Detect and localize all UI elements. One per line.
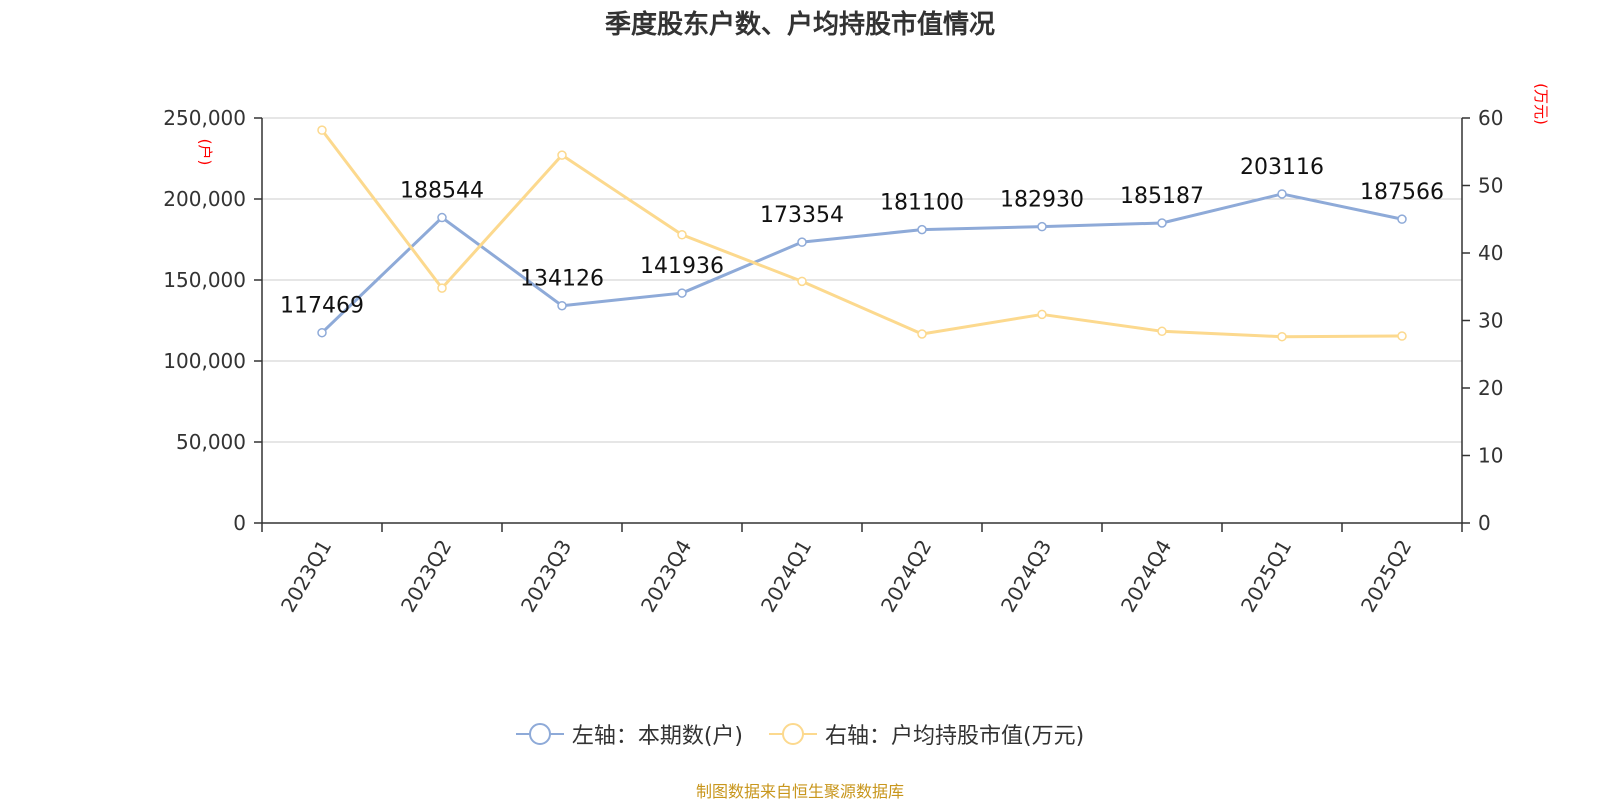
legend: 左轴：本期数(户) 右轴：户均持股市值(万元) [0, 718, 1600, 750]
left-axis-tick-label: 100,000 [163, 349, 246, 373]
x-axis-category-label: 2023Q2 [396, 536, 456, 617]
data-point-left [557, 300, 567, 311]
data-point-left [797, 237, 807, 247]
x-axis-category-label: 2024Q2 [876, 536, 936, 617]
left-axis-tick-label: 50,000 [176, 430, 246, 454]
data-point-left [1277, 189, 1287, 199]
x-axis-category-label: 2025Q1 [1236, 536, 1296, 617]
right-axis-tick-label: 50 [1478, 174, 1503, 198]
data-label: 185187 [1120, 184, 1204, 209]
right-axis-tick-label: 20 [1478, 376, 1503, 400]
data-point-left [437, 212, 447, 223]
data-point-left [1397, 214, 1407, 224]
data-point-right [1397, 331, 1407, 341]
right-axis-tick-label: 40 [1478, 241, 1503, 265]
legend-item-right[interactable]: 右轴：户均持股市值(万元) [769, 718, 1084, 750]
data-point-right [797, 276, 807, 287]
data-point-right [317, 125, 327, 135]
left-axis-tick-label: 250,000 [163, 106, 246, 130]
right-axis-tick-label: 30 [1478, 309, 1503, 333]
left-axis-tick-label: 150,000 [163, 268, 246, 292]
series-line-left [320, 192, 1403, 334]
data-point-right [1157, 326, 1167, 337]
data-point-right [677, 230, 687, 240]
data-point-right [1037, 309, 1047, 320]
data-point-right [557, 150, 567, 160]
chart-title: 季度股东户数、户均持股市值情况 [604, 10, 995, 40]
data-label: 141936 [640, 254, 724, 279]
data-label: 117469 [280, 294, 364, 319]
x-axis-category-label: 2023Q3 [516, 536, 576, 617]
legend-label-left: 左轴：本期数(户) [571, 724, 743, 749]
x-axis-category-label: 2024Q1 [756, 536, 816, 617]
legend-marker-left [515, 723, 564, 745]
data-point-left [1157, 218, 1167, 228]
data-point-left [317, 327, 327, 338]
data-point-right [437, 283, 447, 293]
x-axis-category-label: 2023Q1 [276, 536, 336, 617]
legend-item-left[interactable]: 左轴：本期数(户) [515, 718, 743, 750]
legend-marker-right [769, 723, 817, 745]
data-point-left [677, 288, 687, 298]
left-axis-unit: (户) [196, 139, 214, 166]
left-axis-tick-label: 200,000 [163, 187, 246, 211]
grid-lines [262, 117, 1462, 443]
source-note: 制图数据来自恒生聚源数据库 [695, 782, 904, 801]
data-labels: 117469 188544 134126 141936 173354 181100 1829… [280, 155, 1444, 319]
right-axis-tick-label: 60 [1478, 106, 1503, 130]
x-axis-category-label: 2024Q3 [996, 536, 1056, 617]
data-label: 182930 [1000, 188, 1084, 213]
right-axis-tick-label: 0 [1478, 511, 1491, 535]
right-axis-tick-label: 10 [1478, 444, 1503, 468]
left-axis-tick-label: 0 [233, 511, 246, 535]
series-lines [317, 125, 1407, 342]
data-label: 188544 [400, 179, 484, 204]
data-point-right [917, 329, 927, 339]
x-axis-category-label: 2025Q2 [1356, 536, 1416, 617]
data-label: 203116 [1240, 155, 1324, 180]
data-point-right [1277, 331, 1287, 342]
right-axis-unit: (万元) [1532, 83, 1550, 125]
axes: 0 50,000 100,000 150,000 200,000 250,000 (户) 0 1… [163, 83, 1550, 616]
series-line-right [320, 129, 1403, 339]
data-label: 134126 [520, 267, 604, 292]
data-point-left [1037, 221, 1047, 232]
x-axis-category-label: 2024Q4 [1116, 536, 1176, 617]
data-label: 173354 [760, 203, 844, 228]
legend-label-right: 右轴：户均持股市值(万元) [825, 724, 1085, 749]
data-point-left [917, 224, 927, 235]
data-label: 187566 [1360, 180, 1444, 205]
data-label: 181100 [880, 191, 964, 216]
x-axis-category-label: 2023Q4 [636, 536, 696, 617]
